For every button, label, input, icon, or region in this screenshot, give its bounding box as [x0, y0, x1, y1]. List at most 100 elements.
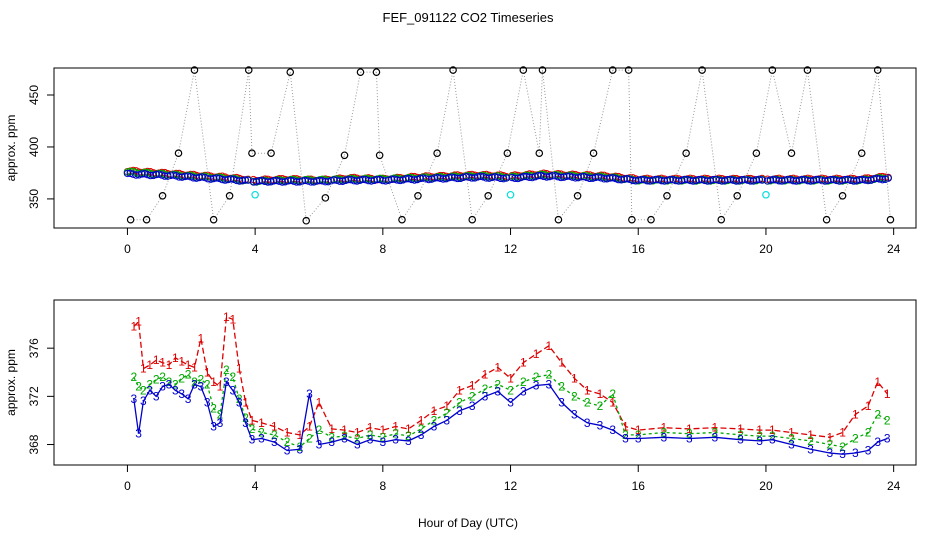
series-3-marker: 3 [884, 432, 891, 446]
series-1-marker: 1 [769, 423, 776, 437]
calibration-point [624, 66, 633, 74]
series-3-point [488, 173, 496, 182]
series-3-marker: 3 [431, 419, 438, 433]
series-1-marker: 1 [379, 423, 386, 437]
series-2-marker: 2 [609, 387, 616, 401]
series-1-marker: 1 [306, 419, 313, 433]
series-2-marker: 2 [431, 413, 438, 427]
series-2-marker: 2 [284, 435, 291, 449]
series-1-line [133, 315, 888, 438]
series-3-marker: 3 [296, 442, 303, 456]
calibration-connector [248, 70, 253, 154]
series-3-point [634, 176, 643, 184]
series-3-marker: 3 [217, 416, 224, 430]
series-3-point [350, 176, 358, 185]
series-3-marker: 3 [223, 375, 230, 389]
series-1-marker: 1 [229, 312, 236, 326]
calibration-connector [213, 195, 231, 220]
series-1-marker: 1 [172, 351, 179, 365]
series-3-point [416, 174, 424, 183]
series-3-point [333, 176, 341, 184]
series-3-marker: 3 [166, 377, 173, 391]
series-2-marker: 2 [249, 422, 256, 436]
series-3-marker: 3 [874, 435, 881, 449]
calibration-connector [436, 69, 454, 154]
series-3-point [755, 175, 763, 184]
x-tick-label: 12 [504, 242, 518, 256]
series-1-marker: 1 [807, 428, 814, 442]
series-2-marker: 2 [533, 370, 540, 384]
calibration-point [838, 191, 847, 200]
series-2-marker: 2 [306, 432, 313, 446]
x-axis-label: Hour of Day (UTC) [418, 516, 518, 530]
series-3-point [132, 171, 140, 179]
series-3-point [614, 175, 623, 184]
series-3-point [563, 172, 571, 180]
calibration-point [433, 149, 441, 157]
calibration-point [554, 215, 563, 224]
series-3-point [781, 176, 789, 184]
series-1-marker: 1 [135, 315, 142, 329]
calibration-connector [701, 70, 722, 220]
series-2-marker: 2 [482, 382, 489, 396]
series-1-marker: 1 [660, 421, 667, 435]
series-3-point [649, 176, 657, 184]
calibration-point [663, 191, 671, 200]
series-1-marker: 1 [443, 399, 450, 413]
series-3-marker: 3 [178, 387, 185, 401]
calibration-point [244, 66, 253, 74]
series-1-marker: 1 [236, 362, 243, 376]
series-2-marker: 2 [185, 368, 192, 382]
series-2-marker: 2 [392, 427, 399, 441]
calibration-connector [289, 72, 307, 221]
calibration-connector [471, 195, 489, 220]
series-3-marker: 3 [204, 395, 211, 409]
calibration-connector [538, 70, 543, 154]
series-3-point [422, 175, 430, 183]
series-3-point [482, 174, 490, 182]
calibration-point [628, 215, 636, 224]
series-2-marker: 2 [712, 425, 719, 439]
reference-point [762, 190, 770, 199]
x-tick-label: 0 [124, 242, 131, 256]
series-3-point [680, 175, 689, 184]
calibration-connector [270, 72, 291, 154]
series-3-point [832, 176, 841, 185]
series-3-point [695, 175, 703, 184]
series-1-marker: 1 [826, 430, 833, 444]
series-3-point [175, 173, 183, 181]
series-3-marker: 3 [482, 389, 489, 403]
series-3-point [241, 176, 249, 184]
series-3-marker: 3 [469, 399, 476, 413]
calibration-point [768, 66, 777, 74]
series-3-point [468, 174, 476, 182]
calibration-point [372, 68, 381, 76]
series-1-marker: 1 [392, 419, 399, 433]
series-3-marker: 3 [769, 433, 776, 447]
calibration-point [302, 216, 311, 225]
calibration-point [503, 149, 512, 157]
series-2-marker: 2 [379, 430, 386, 444]
calibration-connector [401, 195, 419, 220]
series-1-marker: 1 [597, 387, 604, 401]
calibration-point [886, 215, 895, 224]
calibration-point [286, 68, 295, 76]
series-3-marker: 3 [756, 434, 763, 448]
series-1-marker: 1 [153, 353, 160, 367]
calibration-point [538, 66, 547, 74]
series-3-point [827, 175, 835, 184]
series-2-marker: 2 [737, 428, 744, 442]
series-1-marker: 1 [258, 416, 265, 430]
series-3-marker: 3 [865, 444, 872, 458]
series-3-marker: 3 [826, 446, 833, 460]
series-2-marker: 2 [826, 438, 833, 452]
series-2-marker: 2 [769, 429, 776, 443]
series-3-point [812, 175, 821, 184]
series-2-marker: 2 [146, 377, 153, 391]
series-3-point [152, 170, 160, 179]
calibration-point [225, 191, 234, 200]
series-3-point [204, 175, 212, 183]
series-3-marker: 3 [306, 387, 313, 401]
series-3-point [181, 172, 189, 181]
